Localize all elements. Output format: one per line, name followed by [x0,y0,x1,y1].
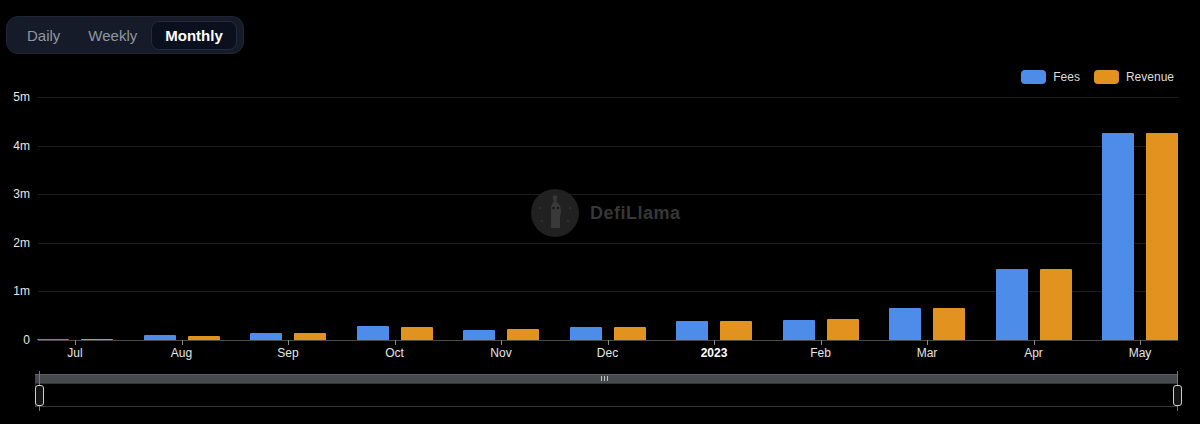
bar-fees-feb[interactable] [783,320,815,340]
bar-fees-nov[interactable] [463,330,495,340]
bar-revenue-jul[interactable] [81,339,113,340]
gridline [38,97,1178,98]
x-axis-label: Aug [171,346,192,360]
legend-label-revenue: Revenue [1126,70,1174,84]
legend-item-revenue[interactable]: Revenue [1094,70,1174,84]
bar-fees-may[interactable] [1102,133,1134,340]
x-axis-label: Jul [67,346,82,360]
y-axis-label: 2m [0,236,30,250]
y-axis-label: 5m [0,90,30,104]
datazoom-left-handle[interactable] [35,385,44,406]
bar-fees-aug[interactable] [144,335,176,340]
datazoom-right-handle[interactable] [1173,385,1182,406]
period-tabs: Daily Weekly Monthly [6,16,244,54]
x-axis-label: Mar [917,346,938,360]
x-axis-tick [608,340,609,345]
tab-daily[interactable]: Daily [13,21,74,50]
legend-item-fees[interactable]: Fees [1021,70,1080,84]
bar-revenue-dec[interactable] [614,327,646,340]
legend-label-fees: Fees [1053,70,1080,84]
gridline [38,243,1178,244]
datazoom-brush[interactable] [35,383,1178,407]
bar-revenue-nov[interactable] [507,329,539,340]
tab-monthly[interactable]: Monthly [151,21,237,50]
bar-fees-dec[interactable] [570,327,602,340]
tab-weekly[interactable]: Weekly [74,21,151,50]
bar-fees-oct[interactable] [357,326,389,340]
x-axis-tick [1140,340,1141,345]
x-axis-label: Sep [277,346,298,360]
bar-revenue-2023[interactable] [720,321,752,340]
x-axis-label: Dec [597,346,618,360]
x-axis-label: Feb [810,346,831,360]
y-axis-label: 4m [0,139,30,153]
bar-fees-2023[interactable] [676,321,708,340]
x-axis-tick [182,340,183,345]
x-axis-label: Apr [1024,346,1043,360]
x-axis-label: Nov [490,346,511,360]
datazoom-grip-icon[interactable] [601,376,608,381]
bar-revenue-mar[interactable] [933,308,965,340]
bar-fees-apr[interactable] [996,269,1028,340]
bar-revenue-oct[interactable] [401,327,433,340]
gridline [38,146,1178,147]
bar-revenue-apr[interactable] [1040,269,1072,340]
x-axis-tick [821,340,822,345]
x-axis-tick [714,340,715,345]
bar-fees-mar[interactable] [889,308,921,340]
watermark-text: DefiLlama [590,203,681,224]
bar-fees-sep[interactable] [250,333,282,340]
x-axis-tick [927,340,928,345]
x-axis-label: 2023 [701,346,728,360]
fees-swatch-icon [1021,70,1046,84]
y-axis-label: 3m [0,187,30,201]
bar-revenue-aug[interactable] [188,336,220,340]
x-axis-tick [501,340,502,345]
x-axis-tick [288,340,289,345]
x-axis-tick [395,340,396,345]
watermark: DefiLlama [530,188,681,238]
bar-revenue-feb[interactable] [827,319,859,340]
bar-revenue-may[interactable] [1146,133,1178,340]
fees-revenue-chart-panel: Daily Weekly Monthly Fees Revenue 0 1m 2m 3… [0,0,1200,424]
bar-fees-jul[interactable] [37,339,69,340]
legend: Fees Revenue [1021,70,1174,84]
x-axis-tick [75,340,76,345]
defillama-logo-icon [530,188,580,238]
y-axis-label: 1m [0,284,30,298]
y-axis-label: 0 [0,333,30,347]
bar-revenue-sep[interactable] [294,333,326,340]
x-axis-label: May [1129,346,1152,360]
x-axis-tick [1034,340,1035,345]
x-axis-label: Oct [385,346,404,360]
revenue-swatch-icon [1094,70,1119,84]
